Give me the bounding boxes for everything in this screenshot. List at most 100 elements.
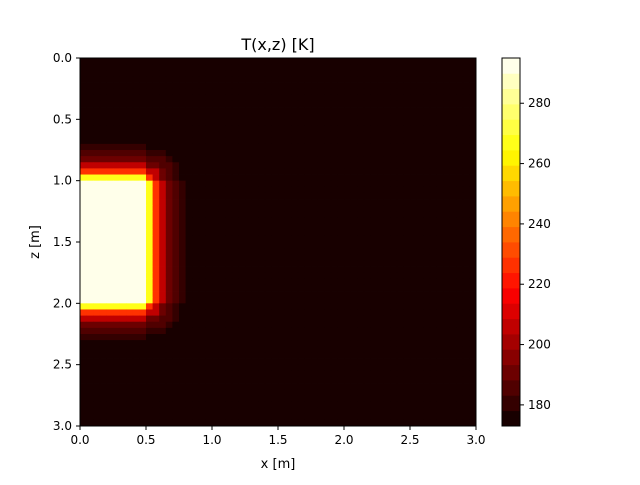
x-tick-label: 1.0 [202,433,221,447]
heatmap-cell [198,217,206,224]
heatmap-cell [357,376,365,384]
heatmap-cell [291,242,299,249]
heatmap-cell [363,278,371,286]
heatmap-cell [80,107,87,114]
heatmap-cell [126,254,134,261]
heatmap-cell [469,340,477,347]
heatmap-cell [172,272,180,280]
heatmap-cell [231,88,239,96]
heatmap-cell [86,162,94,169]
heatmap-cell [119,125,127,132]
heatmap-cell [126,321,134,329]
heatmap-cell [396,248,404,255]
heatmap-cell [383,358,391,366]
heatmap-cell [403,107,411,114]
heatmap-cell [113,383,120,390]
heatmap-cell [251,58,259,65]
heatmap-cell [350,364,358,372]
heatmap-cell [297,76,305,83]
heatmap-cell [324,76,332,83]
heatmap-cell [357,303,365,310]
heatmap-cell [410,107,417,114]
heatmap-cell [251,199,259,206]
colorbar-band [502,380,520,396]
heatmap-cell [383,334,391,341]
heatmap-cell [311,272,318,280]
heatmap-cell [429,364,437,372]
heatmap-cell [159,205,167,212]
heatmap-cell [119,119,127,126]
heatmap-cell [119,156,127,163]
heatmap-cell [172,180,180,188]
heatmap-cell [278,223,285,231]
heatmap-cell [383,321,391,329]
heatmap-cell [146,143,153,151]
heatmap-cell [264,327,272,335]
heatmap-cell [410,131,417,139]
heatmap-cell [390,352,398,359]
heatmap-cell [238,401,246,408]
heatmap-cell [212,242,219,249]
heatmap-cell [324,254,332,261]
heatmap-cell [344,278,351,286]
heatmap-cell [165,94,173,102]
heatmap-cell [337,346,345,353]
heatmap-cell [80,137,87,145]
heatmap-cell [330,150,338,157]
heatmap-cell [456,303,464,310]
heatmap-cell [443,309,450,316]
heatmap-cell [80,413,87,421]
heatmap-cell [416,266,424,274]
heatmap-cell [245,88,252,96]
heatmap-cell [330,223,338,231]
heatmap-cell [264,180,272,188]
heatmap-cell [225,297,233,304]
heatmap-cell [179,82,186,90]
heatmap-cell [317,395,325,402]
heatmap-cell [245,70,252,77]
heatmap-cell [179,242,186,249]
heatmap-cell [231,260,239,267]
heatmap-cell [139,401,147,408]
heatmap-cell [86,260,94,267]
heatmap-cell [350,174,358,182]
heatmap-cell [383,395,391,402]
heatmap-cell [179,174,186,182]
heatmap-cell [324,358,332,366]
heatmap-cell [410,88,417,96]
heatmap-cell [456,125,464,132]
heatmap-cell [80,401,87,408]
heatmap-cell [264,168,272,175]
heatmap-cell [99,125,107,132]
heatmap-cell [304,303,312,310]
heatmap-cell [449,125,457,132]
heatmap-cell [278,186,285,194]
heatmap-cell [317,284,325,292]
heatmap-cell [80,248,87,255]
heatmap-cell [304,180,312,188]
heatmap-cell [113,88,120,96]
heatmap-cell [297,94,305,102]
heatmap-cell [212,205,219,212]
heatmap-cell [317,211,325,218]
heatmap-cell [152,58,160,65]
heatmap-cell [165,70,173,77]
heatmap-cell [198,180,206,188]
heatmap-cell [99,419,107,427]
heatmap-cell [410,205,417,212]
heatmap-cell [423,315,431,323]
heatmap-cell [449,254,457,261]
heatmap-cell [416,395,424,402]
heatmap-cell [370,131,378,139]
heatmap-cell [416,260,424,267]
heatmap-cell [297,235,305,243]
heatmap-cell [245,321,252,329]
heatmap-cell [291,205,299,212]
heatmap-cell [258,119,266,126]
heatmap-cell [86,358,94,366]
heatmap-cell [357,358,365,366]
heatmap-cell [93,327,101,335]
heatmap-cell [363,199,371,206]
heatmap-cell [416,192,424,200]
heatmap-cell [383,272,391,280]
